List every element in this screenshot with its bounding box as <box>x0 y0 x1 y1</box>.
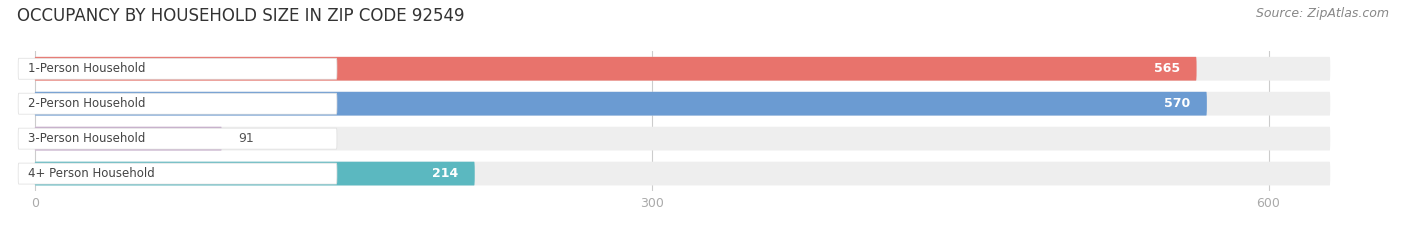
Text: 565: 565 <box>1154 62 1180 75</box>
FancyBboxPatch shape <box>18 163 337 184</box>
FancyBboxPatch shape <box>35 127 222 151</box>
FancyBboxPatch shape <box>18 58 337 79</box>
Text: 2-Person Household: 2-Person Household <box>28 97 146 110</box>
Text: OCCUPANCY BY HOUSEHOLD SIZE IN ZIP CODE 92549: OCCUPANCY BY HOUSEHOLD SIZE IN ZIP CODE … <box>17 7 464 25</box>
FancyBboxPatch shape <box>18 93 337 114</box>
Text: 570: 570 <box>1164 97 1191 110</box>
FancyBboxPatch shape <box>35 127 1330 151</box>
FancyBboxPatch shape <box>35 92 1206 116</box>
Text: 3-Person Household: 3-Person Household <box>28 132 146 145</box>
Text: 1-Person Household: 1-Person Household <box>28 62 146 75</box>
Text: Source: ZipAtlas.com: Source: ZipAtlas.com <box>1256 7 1389 20</box>
FancyBboxPatch shape <box>35 162 475 185</box>
Text: 91: 91 <box>238 132 254 145</box>
FancyBboxPatch shape <box>35 162 1330 185</box>
FancyBboxPatch shape <box>35 57 1330 81</box>
FancyBboxPatch shape <box>18 128 337 149</box>
Text: 214: 214 <box>432 167 458 180</box>
FancyBboxPatch shape <box>35 92 1330 116</box>
Text: 4+ Person Household: 4+ Person Household <box>28 167 155 180</box>
FancyBboxPatch shape <box>35 57 1197 81</box>
